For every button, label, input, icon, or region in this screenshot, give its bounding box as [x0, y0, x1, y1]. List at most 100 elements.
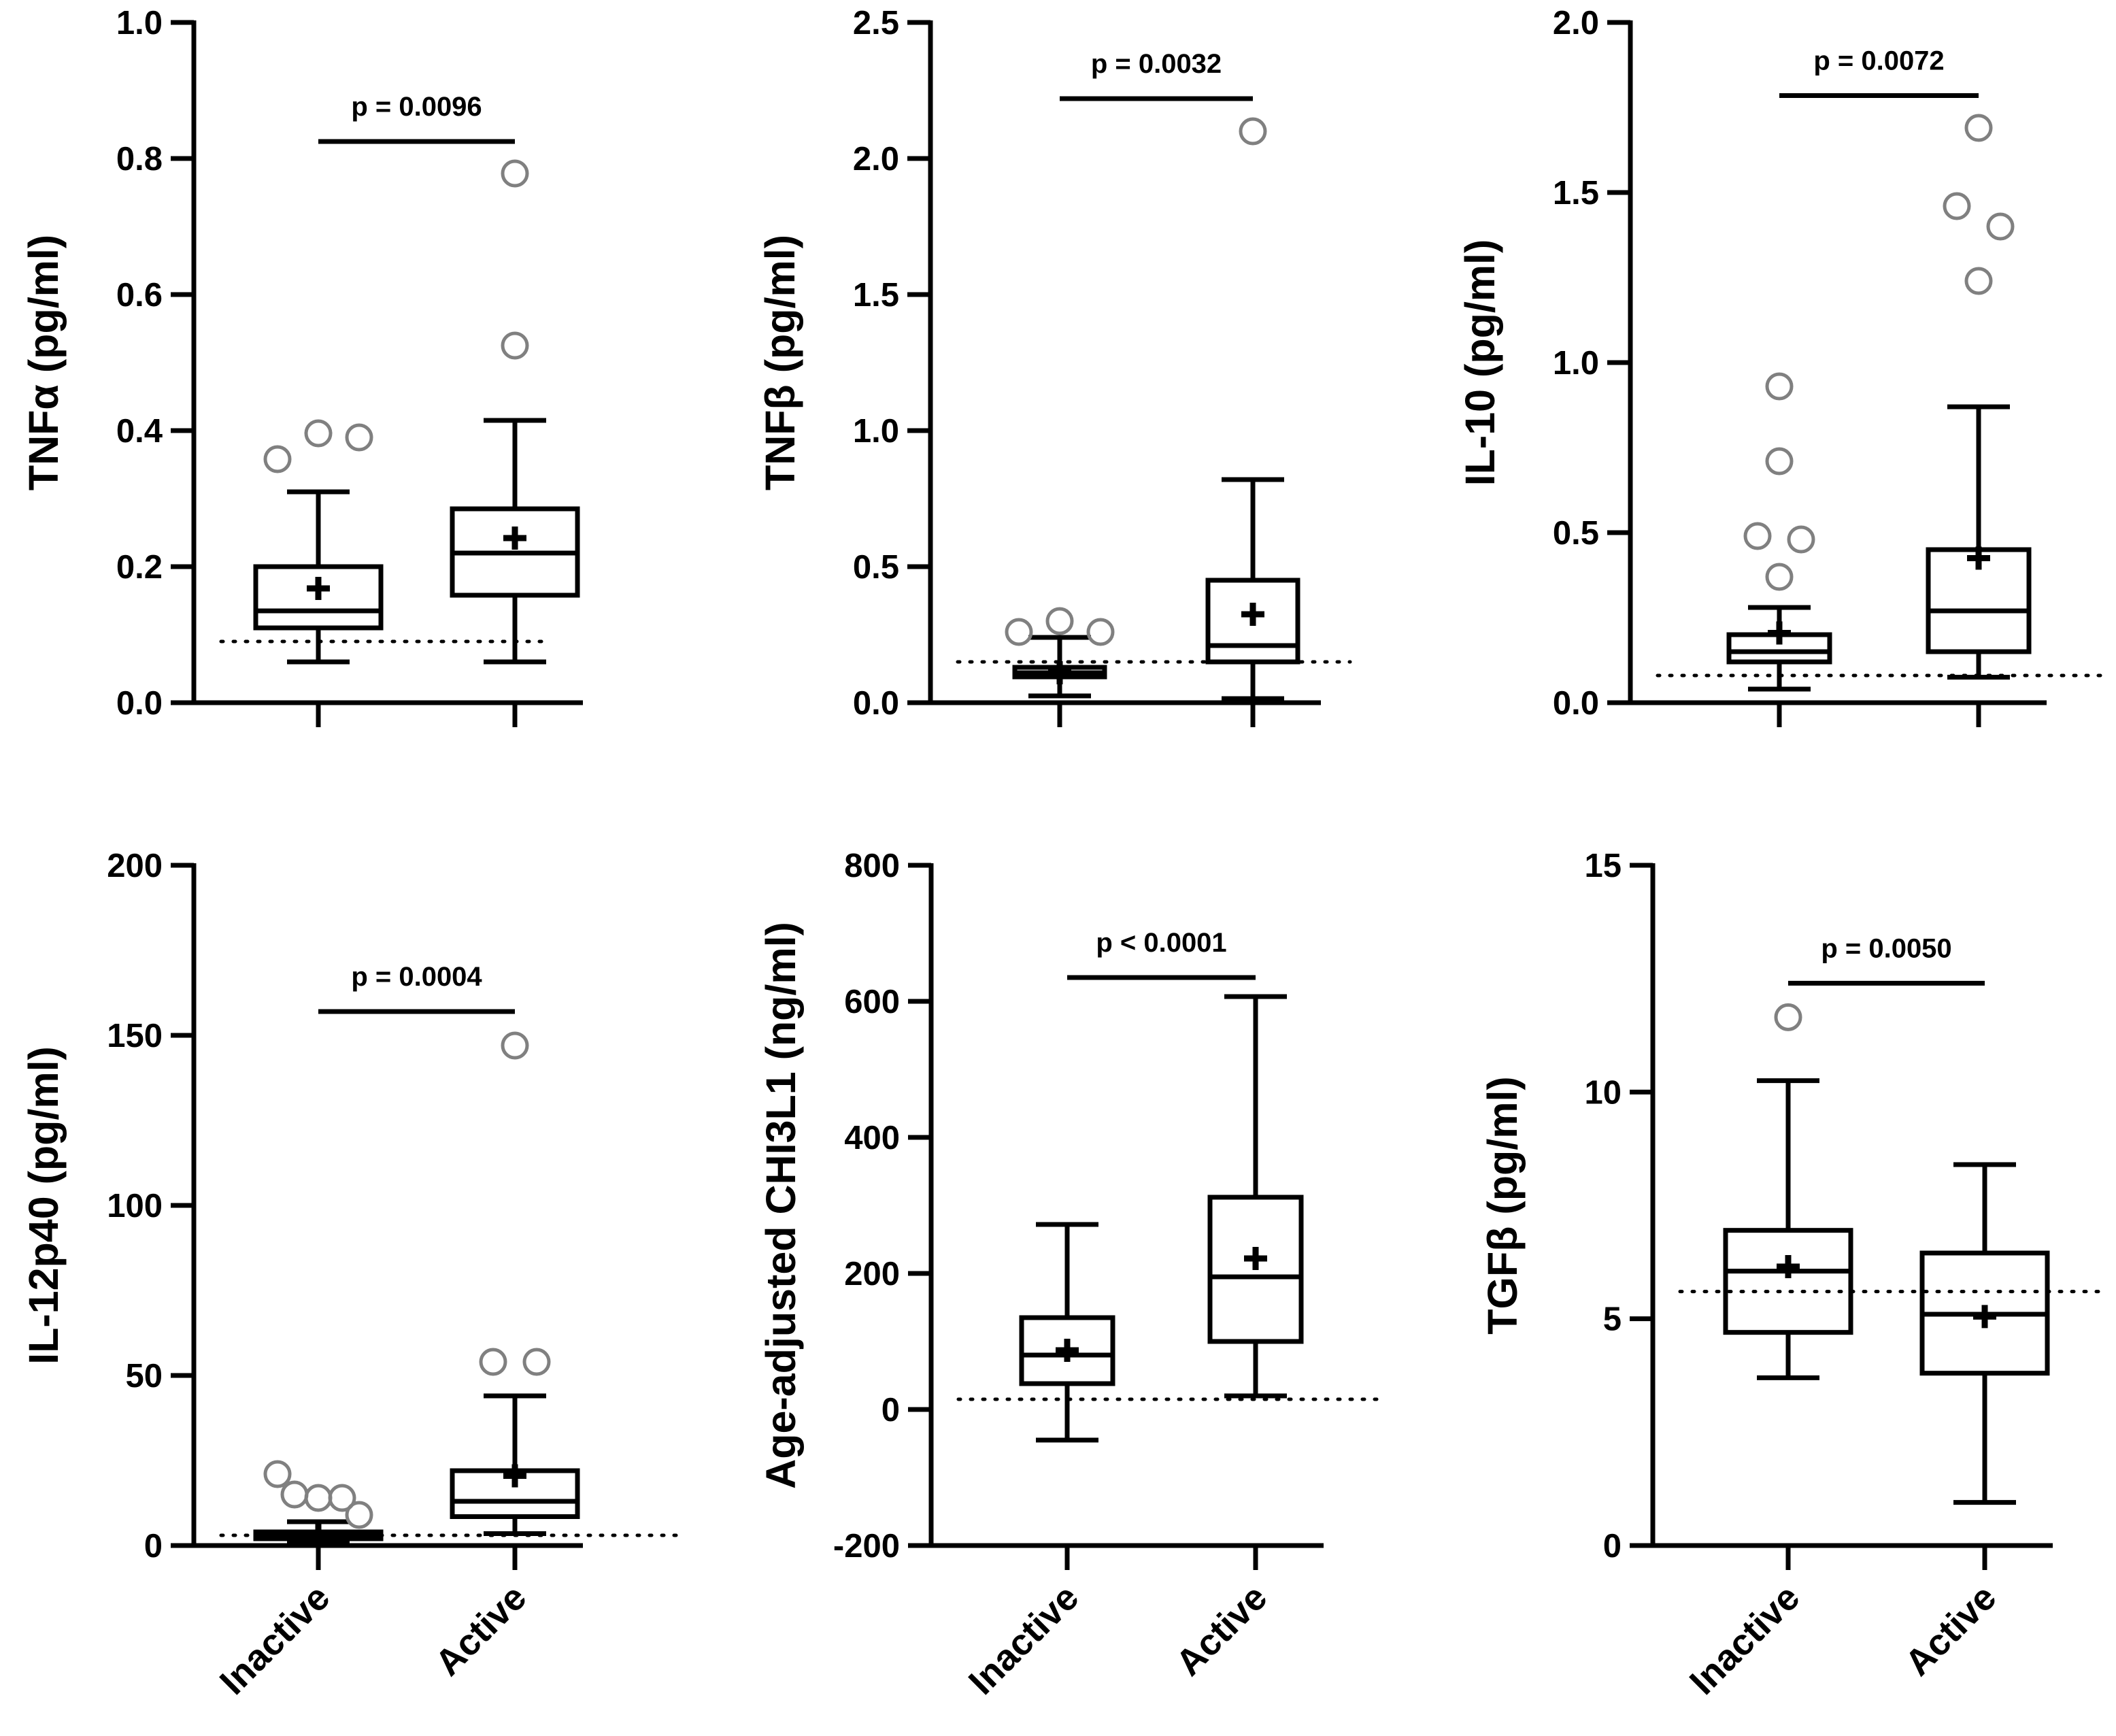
- box-active: [1207, 994, 1304, 1399]
- panel-6: 0 5 10 15 TGFβ (pg/ml) p = 0.0050 Inactive Acti…: [1479, 848, 2111, 1703]
- y-tick-label: 600: [844, 984, 900, 1020]
- outlier-point: [1986, 212, 2015, 241]
- outlier-point: [280, 1480, 309, 1509]
- box-iqr: [1207, 1195, 1304, 1344]
- outlier-point: [1943, 192, 1971, 220]
- y-axis-title: IL-10 (pg/ml): [1457, 239, 1503, 486]
- y-tick-label: 10: [1584, 1074, 1622, 1111]
- panel-2: 0.0 0.5 1.0 1.5 2.0 2.5 TNFβ (pg/ml) p = 0.0032: [757, 5, 1352, 727]
- box-inactive: [253, 419, 384, 665]
- y-tick-label: 0.8: [116, 141, 163, 178]
- panel-3: 0.0 0.5 1.0 1.5 2.0 IL-10 (pg/ml) p = 0.0072: [1457, 5, 2111, 727]
- outlier-point: [1774, 1003, 1802, 1031]
- box-inactive: [1723, 1003, 1853, 1380]
- y-tick-label: 0.5: [853, 549, 899, 586]
- outlier-point: [1765, 447, 1794, 475]
- outlier-point: [328, 1484, 356, 1512]
- outlier-point: [1239, 117, 1267, 146]
- y-axis-title: Age-adjusted CHI3L1 (ng/ml): [758, 922, 804, 1489]
- outlier-point: [1964, 114, 1993, 142]
- y-tick-label: -200: [833, 1528, 900, 1565]
- box-active: [450, 1031, 580, 1536]
- y-tick-label: 0.0: [116, 685, 163, 722]
- box-iqr: [253, 564, 384, 631]
- panel-1: 0.0 0.2 0.4 0.6 0.8 1.0 TNFα (pg/ml) p = 0.0096: [20, 5, 583, 727]
- y-tick-label: 1.0: [1553, 345, 1599, 382]
- box-active: [1919, 1162, 2050, 1505]
- y-axis-title: IL-12p40 (pg/ml): [20, 1046, 67, 1365]
- outlier-point: [1964, 267, 1993, 295]
- outlier-point: [304, 419, 333, 448]
- outlier-point: [1765, 372, 1794, 401]
- y-tick-label: 800: [844, 848, 900, 884]
- outlier-point: [1045, 607, 1074, 635]
- y-tick-label: 1.5: [1553, 175, 1599, 212]
- category-label-active: Active: [1168, 1577, 1275, 1684]
- outlier-point: [304, 1484, 333, 1512]
- p-value-label: p = 0.0096: [351, 92, 482, 122]
- box-inactive: [1005, 607, 1115, 699]
- category-label-active: Active: [1897, 1577, 2004, 1684]
- y-tick-label: 2.0: [1553, 5, 1599, 41]
- y-tick-label: 150: [107, 1018, 163, 1054]
- y-tick-label: 15: [1584, 848, 1622, 884]
- y-tick-label: 0: [881, 1392, 900, 1429]
- box-iqr: [1205, 578, 1300, 665]
- outlier-point: [345, 1501, 373, 1529]
- y-tick-label: 1.0: [116, 5, 163, 41]
- y-tick-label: 2.5: [853, 5, 899, 41]
- y-tick-label: 1.0: [853, 413, 899, 450]
- category-label-inactive: Inactive: [212, 1577, 338, 1703]
- y-tick-label: 0.4: [116, 413, 163, 450]
- outlier-point: [501, 1031, 529, 1060]
- box-iqr: [1019, 1315, 1115, 1386]
- box-inactive: [253, 1460, 384, 1547]
- y-tick-label: 0: [144, 1528, 163, 1565]
- outlier-point: [263, 1460, 292, 1488]
- p-value-label: p = 0.0004: [351, 962, 482, 992]
- box-inactive: [1726, 372, 1832, 692]
- outlier-point: [1787, 525, 1815, 554]
- y-tick-label: 0.5: [1553, 515, 1599, 552]
- y-axis-title: TGFβ (pg/ml): [1479, 1076, 1526, 1334]
- outlier-point: [522, 1348, 551, 1376]
- outlier-point: [1005, 618, 1033, 646]
- y-tick-label: 2.0: [853, 141, 899, 178]
- y-tick-label: 400: [844, 1120, 900, 1156]
- p-value-label: p < 0.0001: [1096, 928, 1226, 958]
- y-tick-label: 200: [107, 848, 163, 884]
- y-tick-label: 0.6: [116, 277, 163, 314]
- y-tick-label: 100: [107, 1188, 163, 1224]
- p-value-label: p = 0.0032: [1091, 49, 1222, 79]
- outlier-point: [1743, 522, 1772, 550]
- y-tick-label: 1.5: [853, 277, 899, 314]
- outlier-point: [263, 445, 292, 473]
- y-tick-label: 200: [844, 1256, 900, 1292]
- panel-5: -200 0 200 400 600 800 Age-adjusted CHI3L1 (ng…: [758, 848, 1383, 1703]
- category-label-active: Active: [427, 1577, 534, 1684]
- category-label-inactive: Inactive: [1682, 1577, 1808, 1703]
- y-tick-label: 0: [1603, 1528, 1622, 1565]
- category-label-inactive: Inactive: [961, 1577, 1087, 1703]
- y-tick-label: 0.0: [853, 685, 899, 722]
- y-axis-title: TNFα (pg/ml): [20, 235, 67, 490]
- y-tick-label: 5: [1603, 1301, 1622, 1338]
- box-active: [1926, 114, 2032, 680]
- y-tick-label: 0.0: [1553, 685, 1599, 722]
- p-value-label: p = 0.0050: [1821, 933, 1951, 963]
- box-active: [1205, 117, 1300, 701]
- outlier-point: [501, 331, 529, 360]
- y-tick-label: 0.2: [116, 549, 163, 586]
- outlier-point: [345, 423, 373, 452]
- outlier-point: [1086, 618, 1115, 646]
- box-active: [450, 159, 580, 665]
- y-tick-label: 50: [125, 1358, 163, 1395]
- outlier-point: [1765, 563, 1794, 591]
- box-iqr: [1723, 1228, 1853, 1335]
- p-value-label: p = 0.0072: [1813, 46, 1944, 76]
- panel-4: 0 50 100 150 200 IL-12p40 (pg/ml) p = 0.0004 In…: [20, 848, 682, 1703]
- y-axis-title: TNFβ (pg/ml): [757, 235, 803, 490]
- box-inactive: [1019, 1222, 1115, 1443]
- outlier-point: [501, 159, 529, 188]
